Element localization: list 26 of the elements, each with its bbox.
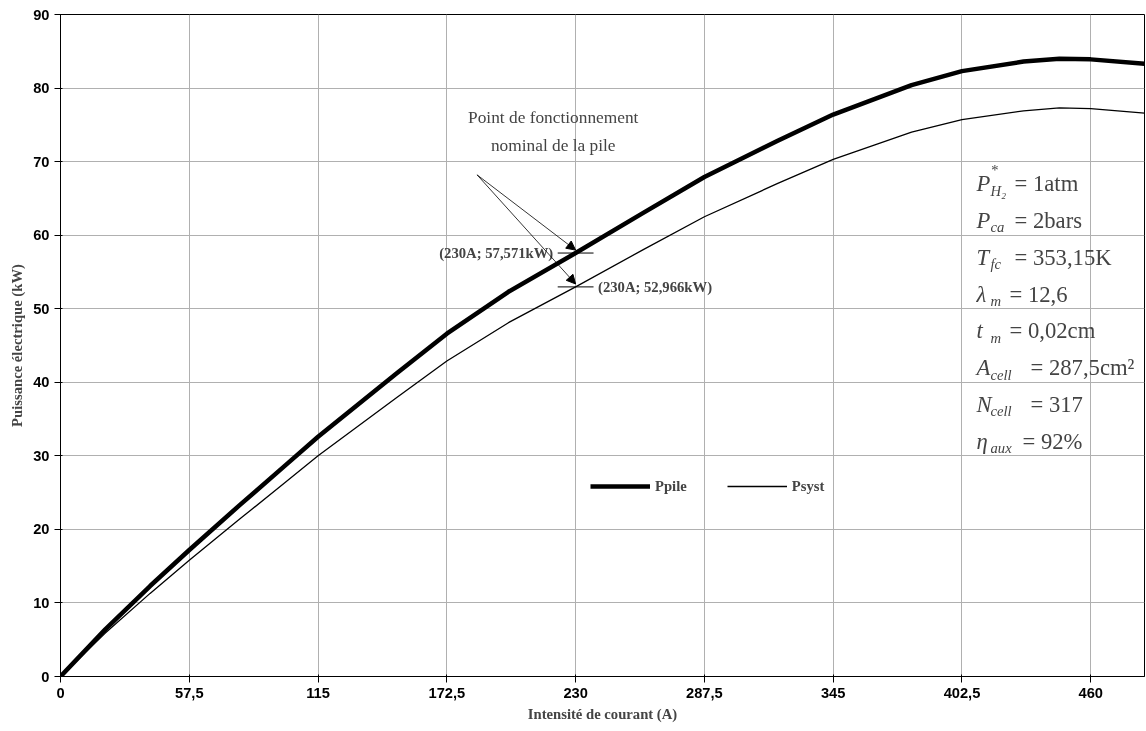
- y-tick-label: 50: [33, 300, 50, 317]
- x-tick-label: 0: [56, 684, 65, 701]
- y-tick-label: 70: [33, 153, 50, 170]
- y-tick-label: 80: [33, 80, 50, 97]
- annotation: (230A; 57,571kW): [439, 245, 554, 263]
- x-tick-label: 230: [563, 684, 588, 701]
- y-tick-label: 60: [33, 227, 50, 244]
- y-axis-title: Puissance électrique (kW): [9, 263, 27, 427]
- x-tick-label: 172,5: [428, 684, 466, 701]
- y-tick-label: 10: [33, 594, 50, 611]
- x-axis-title: Intensité de courant (A): [527, 705, 678, 723]
- legend-label: Psyst: [791, 477, 825, 495]
- x-tick-label: 402,5: [943, 684, 981, 701]
- legend-label: Ppile: [655, 477, 687, 495]
- annotation: (230A; 52,966kW): [598, 278, 713, 296]
- x-tick-label: 345: [820, 684, 846, 701]
- y-tick-label: 20: [33, 521, 50, 538]
- x-tick-label: 57,5: [175, 684, 204, 701]
- x-tick-label: 287,5: [686, 684, 723, 701]
- y-tick-label: 0: [41, 668, 50, 685]
- x-tick-label: 460: [1078, 684, 1103, 701]
- y-tick-label: 30: [33, 447, 50, 464]
- annotation: Point de fonctionnement nominal de la pile: [468, 107, 639, 155]
- x-tick-label: 115: [306, 684, 330, 701]
- y-tick-label: 40: [33, 374, 50, 391]
- y-tick-label: 90: [33, 6, 50, 23]
